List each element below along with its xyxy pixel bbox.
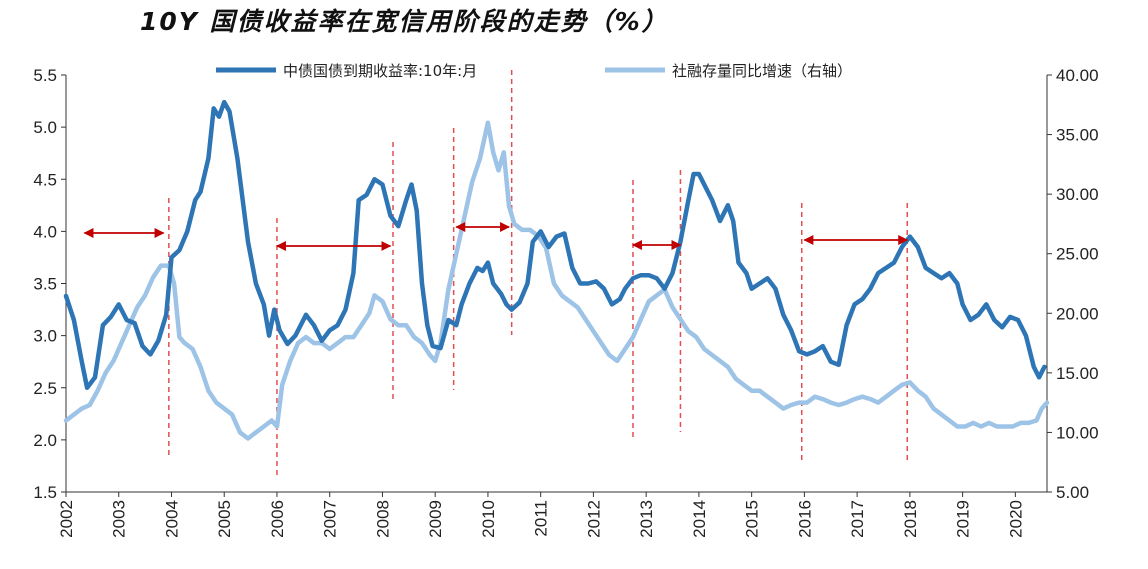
y-right-tick-label: 25.00 [1056,245,1099,264]
x-tick-label: 2015 [743,500,762,538]
y-right-tick-label: 10.00 [1056,423,1099,442]
x-tick-label: 2019 [954,500,973,538]
y-right-tick-label: 20.00 [1056,304,1099,323]
x-tick-label: 2017 [848,500,867,538]
y-right-tick-label: 5.00 [1056,483,1089,502]
y-right-tick-label: 40.00 [1056,66,1099,85]
x-tick-label: 2014 [690,500,709,538]
legend: 中债国债到期收益率:10年:月 社融存量同比增速（右轴） [216,62,852,80]
legend-label-yield: 中债国债到期收益率:10年:月 [283,62,477,80]
y-right-tick-label: 30.00 [1056,185,1099,204]
x-tick-label: 2012 [584,500,603,538]
y-left-tick-label: 2.0 [33,431,57,450]
x-tick-label: 2009 [426,500,445,538]
y-left-tick-label: 2.5 [33,379,57,398]
x-tick-label: 2016 [795,500,814,538]
x-tick-label: 2006 [268,500,287,538]
series-line-tsf [63,120,1050,441]
y-left-tick-label: 1.5 [33,483,57,502]
x-tick-label: 2013 [637,500,656,538]
y-right-tick-label: 35.00 [1056,126,1099,145]
x-tick-label: 2008 [373,500,392,538]
y-left-tick-label: 3.5 [33,275,57,294]
x-tick-label: 2018 [901,500,920,538]
legend-label-tsf: 社融存量同比增速（右轴） [672,62,852,80]
chart-title: 10Y 国债收益率在宽信用阶段的走势（%） [140,7,669,36]
y-left-tick-label: 5.5 [33,66,57,85]
x-tick-label: 2004 [162,500,181,538]
x-tick-label: 2011 [532,500,551,537]
y-left-tick-label: 4.0 [33,222,57,241]
y-left-tick-label: 3.0 [33,327,57,346]
x-tick-label: 2020 [1006,500,1025,538]
x-tick-label: 2005 [215,500,234,538]
x-tick-label: 2002 [57,500,76,538]
y-left-tick-label: 4.5 [33,170,57,189]
y-right-tick-label: 15.00 [1056,364,1099,383]
x-tick-label: 2010 [479,500,498,538]
x-tick-label: 2007 [321,500,340,538]
series-line-yield [63,99,1047,391]
x-tick-label: 2003 [110,500,129,538]
y-left-tick-label: 5.0 [33,118,57,137]
